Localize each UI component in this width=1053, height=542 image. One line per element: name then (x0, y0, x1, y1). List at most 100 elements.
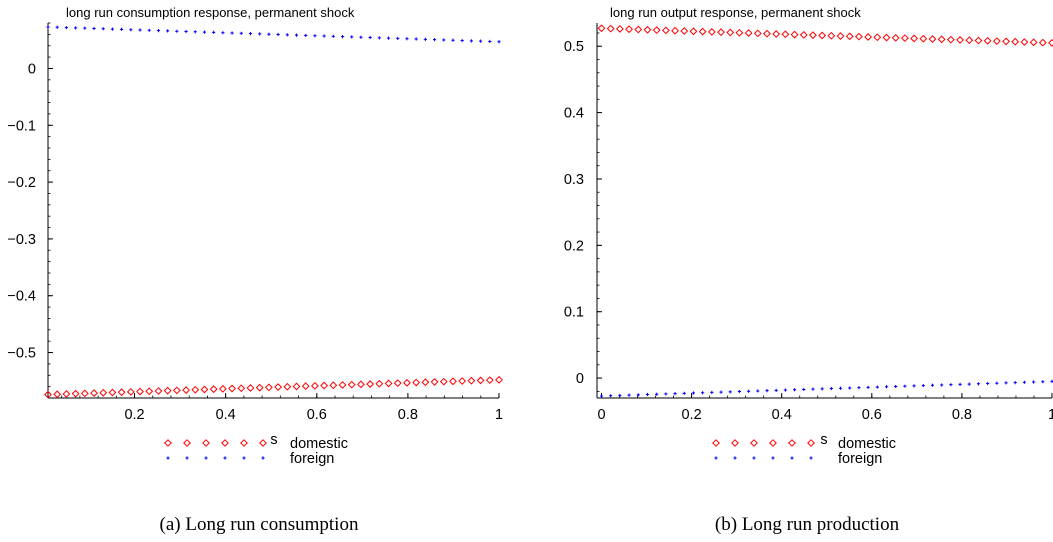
data-point-foreign (147, 28, 151, 32)
data-point-foreign (432, 38, 437, 42)
data-point-domestic (228, 384, 236, 393)
data-point-domestic (882, 33, 891, 42)
data-point-domestic (439, 377, 448, 386)
data-point-foreign (193, 30, 197, 34)
y-tick-label: −0.5 (7, 346, 36, 362)
data-point-foreign (912, 384, 916, 388)
data-point-domestic (606, 24, 615, 33)
data-point-foreign (857, 386, 861, 390)
data-point-domestic (965, 36, 974, 45)
data-point-foreign (682, 391, 686, 395)
y-tick-label: 0.5 (564, 39, 584, 55)
data-point-domestic (182, 386, 190, 394)
data-point-domestic (753, 29, 762, 38)
data-point-foreign (248, 32, 253, 36)
data-point-domestic (476, 376, 485, 385)
data-point-domestic (164, 439, 172, 447)
data-point-foreign (340, 35, 345, 39)
data-point-domestic (495, 375, 503, 384)
data-point-domestic (320, 381, 329, 390)
y-tick-label: −0.4 (7, 289, 36, 305)
data-point-domestic (1038, 38, 1047, 47)
data-point-foreign (903, 384, 907, 388)
data-point-foreign (442, 38, 446, 42)
x-axis-label: s (820, 432, 827, 448)
data-point-domestic (264, 383, 273, 392)
data-point-domestic (154, 387, 163, 395)
data-point-foreign (710, 390, 714, 395)
data-point-foreign (423, 37, 427, 41)
data-point-foreign (230, 31, 234, 35)
data-point-domestic (717, 28, 725, 37)
data-point-domestic (80, 389, 89, 398)
data-point-foreign (809, 456, 813, 460)
data-point-domestic (891, 33, 900, 42)
data-point-domestic (108, 388, 117, 397)
x-tick-label: 0.6 (862, 407, 882, 423)
data-point-domestic (615, 24, 624, 33)
x-axis: 0.2 0.4 0.6 0.8 1 (61, 393, 503, 423)
data-point-foreign (636, 393, 640, 397)
data-point-domestic (44, 390, 52, 399)
data-point-domestic (750, 439, 758, 447)
data-point-foreign (110, 27, 115, 31)
data-point-foreign (1022, 380, 1027, 384)
data-point-domestic (992, 37, 1001, 46)
data-point-foreign (242, 456, 246, 460)
data-point-foreign (451, 38, 455, 42)
data-point-foreign (866, 385, 870, 389)
data-point-foreign (285, 33, 289, 37)
y-tick-label: 0.4 (564, 106, 584, 122)
data-point-domestic (726, 28, 735, 37)
data-point-domestic (946, 35, 955, 44)
data-point-domestic (421, 378, 430, 387)
data-point-domestic (652, 26, 661, 35)
chart-panel-production: long run output response, permanent shoc… (564, 5, 1053, 535)
data-point-domestic (449, 377, 457, 386)
y-tick-label: 0.2 (564, 238, 584, 254)
data-point-domestic (99, 388, 108, 397)
data-point-foreign (714, 456, 718, 460)
data-point-foreign (156, 28, 161, 33)
data-point-foreign (83, 26, 87, 30)
data-point-foreign (701, 391, 705, 395)
data-point-domestic (209, 385, 218, 394)
data-point-foreign (221, 31, 225, 35)
data-point-foreign (322, 34, 326, 38)
x-tick-label: 0.8 (952, 407, 972, 423)
data-point-foreign (1032, 380, 1036, 384)
data-point-foreign (184, 29, 188, 34)
data-point-foreign (1050, 379, 1053, 384)
data-point-domestic (240, 439, 248, 447)
data-point-domestic (809, 31, 817, 40)
data-point-domestic (707, 27, 716, 36)
data-point-foreign (101, 27, 105, 31)
data-point-foreign (460, 38, 464, 43)
y-tick-label: −0.2 (7, 175, 36, 191)
figure-caption: (a) Long run consumption (160, 514, 359, 535)
data-point-foreign (673, 392, 677, 396)
data-point-foreign (967, 382, 971, 386)
data-point-domestic (375, 379, 384, 388)
data-point-foreign (1013, 380, 1017, 385)
data-point-foreign (377, 36, 381, 40)
data-point-domestic (259, 439, 267, 447)
data-point-foreign (202, 30, 207, 34)
data-point-foreign (204, 456, 208, 460)
data-point-domestic (485, 376, 494, 385)
data-point-domestic (799, 30, 808, 39)
data-point-domestic (301, 382, 310, 391)
data-point-domestic (836, 32, 845, 40)
data-point-domestic (218, 384, 227, 393)
data-point-foreign (212, 30, 216, 35)
data-point-domestic (237, 384, 246, 393)
x-tick-label: 0.2 (682, 407, 702, 423)
y-tick-label: −0.3 (7, 232, 36, 248)
data-point-foreign (74, 26, 78, 30)
data-point-domestic (292, 382, 301, 391)
data-point-foreign (719, 390, 723, 394)
data-point-foreign (884, 385, 889, 389)
x-tick-label: 0.4 (216, 407, 236, 423)
